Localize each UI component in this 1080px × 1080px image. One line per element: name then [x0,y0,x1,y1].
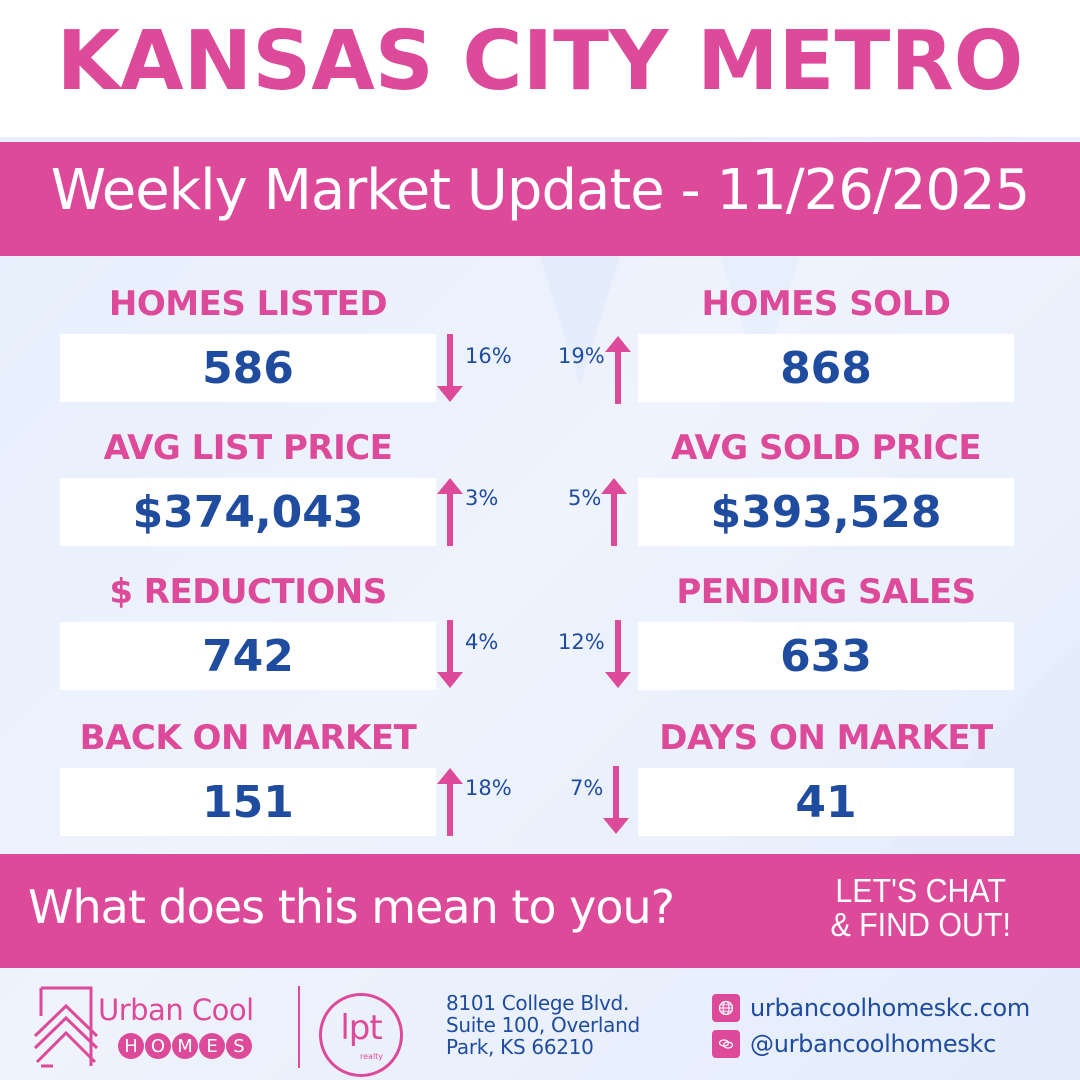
brand-letter: M [172,1033,198,1059]
arrow-down-icon [604,620,631,688]
website-text: urbancoolhomeskc.com [750,994,1030,1022]
cta-line-1: LET'S CHAT [835,872,1006,909]
address-line-3: Park, KS 66210 [446,1035,594,1059]
change-percent: 3% [465,486,499,510]
change-percent: 7% [570,776,604,800]
lpt-realty-logo: lpt realty [319,993,403,1077]
brand-letter: H [118,1033,144,1059]
stat-label: HOMES LISTED [108,284,388,324]
cta-question: What does this mean to you? [28,880,675,934]
stat-box: 586 [60,334,436,402]
subtitle-band [0,142,1080,256]
stat-label: AVG SOLD PRICE [670,428,982,468]
arrow-up-icon [437,478,463,546]
logo-divider [298,986,300,1068]
stat-value: $393,528 [710,486,942,538]
lpt-logo-sub: realty [360,1052,384,1061]
social-link[interactable]: @urbancoolhomeskc [712,1030,996,1058]
stat-label: $ REDUCTIONS [109,572,387,612]
arrow-down-icon [437,620,463,688]
stat-box: 868 [638,334,1014,402]
page-subtitle: Weekly Market Update - 11/26/2025 [50,158,1031,223]
address-line-1: 8101 College Blvd. [446,991,629,1015]
change-percent: 18% [465,776,512,800]
change-percent: 12% [558,630,605,654]
stat-value: 586 [202,342,294,394]
website-link[interactable]: urbancoolhomeskc.com [712,994,1030,1022]
social-handle: @urbancoolhomeskc [750,1030,996,1058]
arrow-down-icon [437,334,463,402]
cta-line-2: & FIND OUT! [830,906,1011,943]
stat-box: 151 [60,768,436,836]
change-homes-sold: 19% [558,334,631,404]
stat-box: 633 [638,622,1014,690]
arrow-up-icon [437,768,463,836]
link-icon [712,1030,740,1058]
stat-label: AVG LIST PRICE [103,428,393,468]
stat-value: 868 [780,342,872,394]
stat-value: 742 [202,630,294,682]
change-percent: 16% [465,344,512,368]
arrow-up-icon [604,336,631,404]
stat-value: $374,043 [132,486,364,538]
change-avg-list-price: 3% [437,476,498,546]
stat-value: 633 [780,630,872,682]
stat-box: 742 [60,622,436,690]
stat-value: 41 [795,776,857,828]
brand-name: Urban Cool [98,993,254,1027]
stat-box: $393,528 [638,478,1014,546]
stat-label: DAYS ON MARKET [659,718,993,758]
stat-label: PENDING SALES [676,572,976,612]
change-percent: 4% [465,630,499,654]
change-days-on-market: 7% [570,766,630,836]
address: 8101 College Blvd. Suite 100, Overland P… [446,992,640,1058]
stat-box: 41 [638,768,1014,836]
change-percent: 19% [558,344,605,368]
arrow-down-icon [603,766,630,834]
address-line-2: Suite 100, Overland [446,1013,640,1037]
globe-icon [712,994,740,1022]
cta-lets-chat[interactable]: LET'S CHAT & FIND OUT! [808,874,1033,942]
stat-box: $374,043 [60,478,436,546]
stat-label: HOMES SOLD [701,284,951,324]
stat-label: BACK ON MARKET [79,718,417,758]
stat-value: 151 [202,776,294,828]
change-avg-sold-price: 5% [568,476,628,546]
cta-band [0,854,1080,968]
arrow-up-icon [601,478,628,546]
brand-letter: S [226,1033,252,1059]
urban-cool-homes-logo-icon [33,986,99,1068]
change-pending-sales: 12% [558,620,631,690]
change-homes-listed: 16% [437,334,512,404]
change-back-on-market: 18% [437,766,512,836]
brand-letter: E [199,1033,225,1059]
brand-homes: H O M E S [118,1033,252,1059]
change-percent: 5% [568,486,602,510]
title-band [0,0,1080,140]
page-title: KANSAS CITY METRO [56,14,1024,109]
change-reductions: 4% [437,620,498,690]
lpt-logo-text: lpt [340,1008,382,1048]
brand-letter: O [145,1033,171,1059]
